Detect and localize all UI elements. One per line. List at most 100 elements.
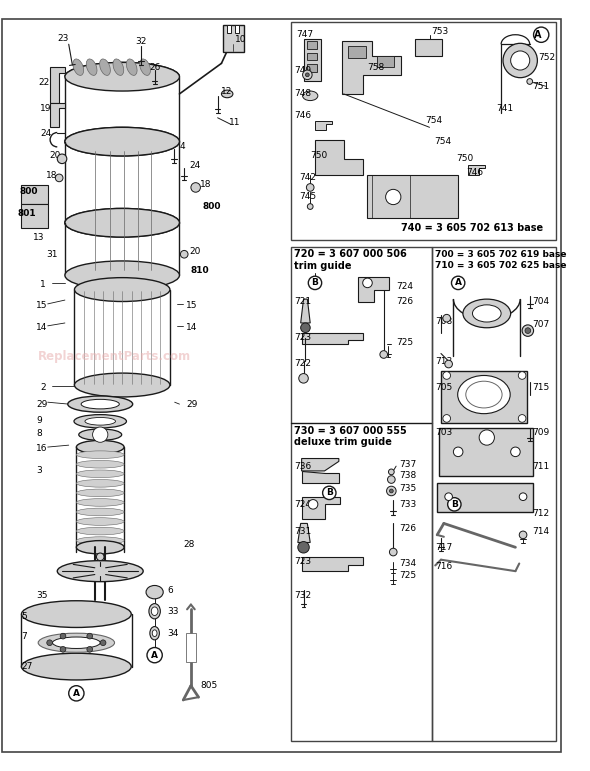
Text: 722: 722 <box>294 359 311 368</box>
Polygon shape <box>358 277 389 302</box>
Ellipse shape <box>76 527 124 535</box>
Text: 11: 11 <box>229 118 241 127</box>
Text: 24: 24 <box>189 161 200 170</box>
Text: 800: 800 <box>202 202 221 211</box>
Text: 6: 6 <box>167 586 173 594</box>
Text: 1: 1 <box>40 281 46 289</box>
Text: 709: 709 <box>533 428 550 437</box>
Circle shape <box>68 685 84 701</box>
Text: 726: 726 <box>396 298 413 307</box>
Circle shape <box>388 476 395 483</box>
Text: 735: 735 <box>399 483 416 493</box>
Bar <box>432 247 556 741</box>
Ellipse shape <box>458 375 510 414</box>
Bar <box>224 25 244 52</box>
Text: 707: 707 <box>533 321 550 329</box>
Text: 723: 723 <box>294 557 311 566</box>
Circle shape <box>299 374 309 383</box>
Text: 715: 715 <box>533 383 550 392</box>
Circle shape <box>388 469 394 475</box>
Ellipse shape <box>113 59 124 76</box>
Text: 32: 32 <box>136 37 147 46</box>
Text: 14: 14 <box>186 323 198 332</box>
Text: A: A <box>73 689 80 698</box>
Circle shape <box>386 190 401 204</box>
Circle shape <box>389 489 394 493</box>
Ellipse shape <box>303 91 318 100</box>
Ellipse shape <box>85 417 116 425</box>
Ellipse shape <box>73 59 84 76</box>
Ellipse shape <box>466 381 502 408</box>
Circle shape <box>533 27 549 42</box>
Text: 724: 724 <box>396 282 413 291</box>
Bar <box>415 39 442 56</box>
Circle shape <box>191 183 201 192</box>
Ellipse shape <box>76 517 124 525</box>
Text: 13: 13 <box>34 233 45 241</box>
Bar <box>227 25 231 33</box>
Text: 16: 16 <box>36 444 48 453</box>
Circle shape <box>323 487 336 500</box>
Text: 29: 29 <box>36 399 48 409</box>
Circle shape <box>445 493 453 500</box>
Text: 12: 12 <box>221 87 233 96</box>
Ellipse shape <box>86 59 97 76</box>
Circle shape <box>511 447 520 456</box>
Polygon shape <box>315 120 332 130</box>
Text: 23: 23 <box>57 34 68 43</box>
Ellipse shape <box>65 208 179 237</box>
Ellipse shape <box>76 537 124 544</box>
Ellipse shape <box>76 508 124 516</box>
Ellipse shape <box>76 451 124 459</box>
Circle shape <box>443 372 451 379</box>
Text: 22: 22 <box>38 78 50 87</box>
Text: 721: 721 <box>294 298 311 307</box>
Bar <box>307 64 317 72</box>
Text: 730 = 3 607 000 555: 730 = 3 607 000 555 <box>294 426 407 436</box>
Text: 723: 723 <box>294 333 311 342</box>
Ellipse shape <box>38 633 114 652</box>
Text: 712: 712 <box>533 510 550 518</box>
Text: 31: 31 <box>46 250 57 259</box>
Circle shape <box>389 548 397 556</box>
Text: 7: 7 <box>21 631 27 641</box>
Text: 18: 18 <box>46 170 57 180</box>
Polygon shape <box>301 497 340 519</box>
Polygon shape <box>301 557 363 571</box>
Circle shape <box>96 553 104 561</box>
Circle shape <box>100 640 106 645</box>
Circle shape <box>181 251 188 258</box>
Text: 708: 708 <box>435 317 453 325</box>
Text: 741: 741 <box>496 104 513 113</box>
Text: 3: 3 <box>36 466 42 476</box>
Ellipse shape <box>151 607 158 615</box>
Ellipse shape <box>21 653 131 680</box>
Circle shape <box>298 541 309 553</box>
Ellipse shape <box>221 90 233 98</box>
Text: 710 = 3 605 702 625 base: 710 = 3 605 702 625 base <box>435 261 567 270</box>
Circle shape <box>60 633 66 639</box>
Circle shape <box>522 325 533 336</box>
Ellipse shape <box>76 480 124 487</box>
Circle shape <box>60 647 66 652</box>
Ellipse shape <box>65 261 179 290</box>
Bar <box>348 46 366 58</box>
Ellipse shape <box>68 396 133 412</box>
Text: 753: 753 <box>431 27 448 36</box>
Circle shape <box>518 415 526 423</box>
Text: 746: 746 <box>466 167 483 177</box>
Circle shape <box>47 640 53 645</box>
Ellipse shape <box>76 470 124 477</box>
Text: 714: 714 <box>533 527 550 536</box>
Circle shape <box>301 323 310 332</box>
Ellipse shape <box>74 278 170 301</box>
Circle shape <box>93 427 108 443</box>
Ellipse shape <box>126 59 137 76</box>
Text: 731: 731 <box>294 527 312 536</box>
Polygon shape <box>301 332 363 344</box>
Ellipse shape <box>57 561 143 581</box>
Polygon shape <box>468 166 485 175</box>
Text: 703: 703 <box>435 428 453 437</box>
Text: B: B <box>312 278 319 288</box>
Bar <box>441 371 527 423</box>
